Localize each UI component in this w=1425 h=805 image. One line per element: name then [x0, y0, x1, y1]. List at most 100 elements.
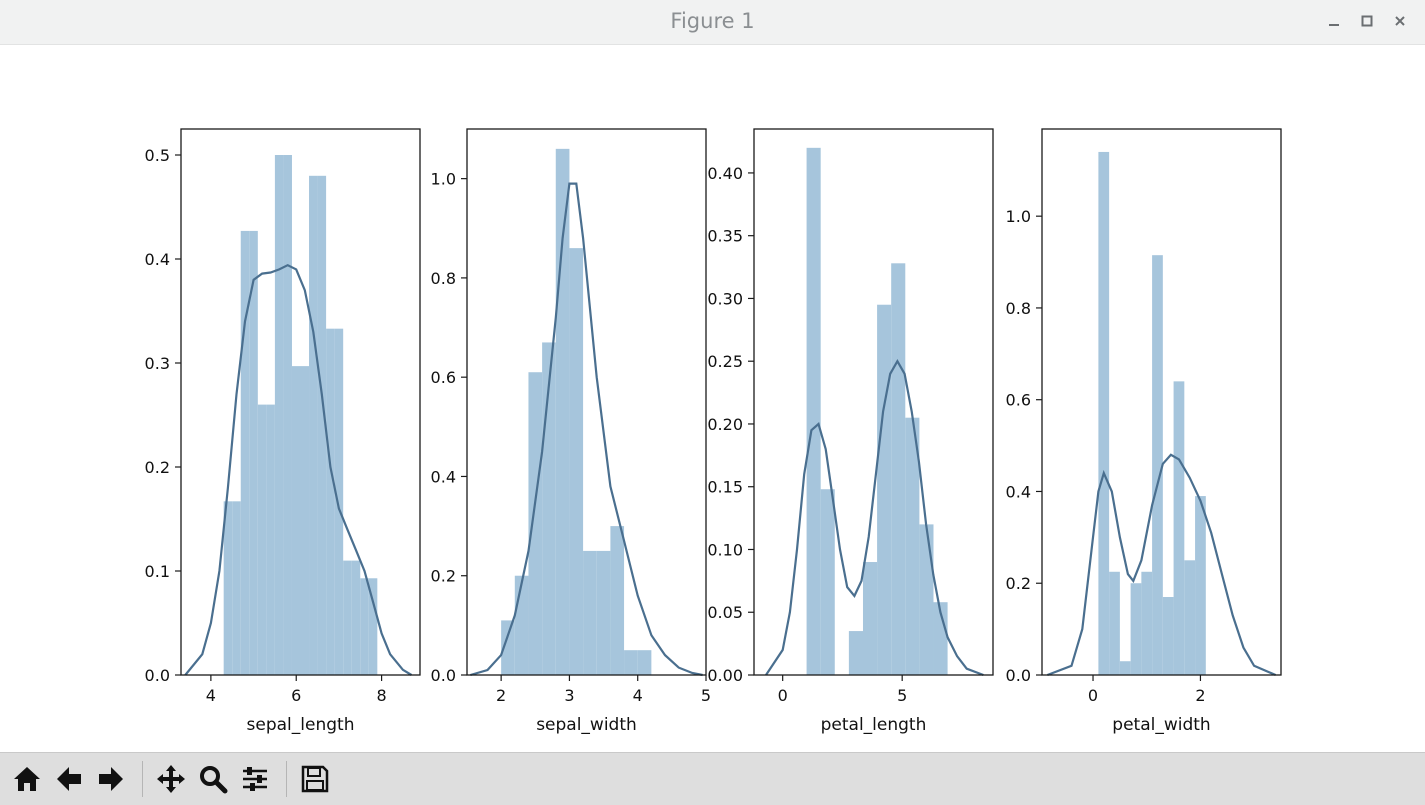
y-tick-label: 0.05	[707, 603, 743, 622]
y-tick-label: 0.40	[707, 164, 743, 183]
x-axis-label: petal_width	[1112, 715, 1210, 735]
y-tick-label: 0.15	[707, 478, 743, 497]
histogram-bar	[514, 575, 529, 675]
histogram-bar	[249, 230, 258, 676]
home-icon	[14, 767, 40, 791]
move-icon	[157, 765, 185, 793]
kde-line	[470, 182, 703, 677]
y-tick-label: 0.0	[145, 666, 170, 685]
y-tick-label: 0.00	[707, 666, 743, 685]
back-button[interactable]	[50, 760, 88, 798]
histogram-bar	[232, 501, 241, 675]
histogram-bar	[1141, 571, 1153, 675]
histogram-bar	[317, 175, 327, 676]
y-tick-label: 0.0	[1006, 666, 1031, 685]
window-title: Figure 1	[670, 9, 755, 33]
histogram-bar	[806, 147, 821, 675]
histogram-bar	[1119, 661, 1131, 675]
y-tick-label: 0.35	[707, 227, 743, 246]
close-button[interactable]	[1389, 10, 1411, 32]
toolbar-separator	[286, 761, 287, 797]
figure-canvas: 0.0 0.1 0.2 0.3 0.4 0.5 4 6 8 sepal_length 0.0 0.2 0…	[0, 45, 1425, 752]
x-tick-label: 6	[291, 686, 301, 705]
y-tick-label: 0.3	[145, 354, 170, 373]
x-tick-label: 2	[1195, 686, 1205, 705]
figure-svg: 0.00.10.20.30.40.54 6 8sepal_length0.00.20…	[145, 128, 1282, 735]
histogram-bar	[266, 404, 275, 675]
y-tick-label: 0.25	[707, 352, 743, 371]
histogram-bar	[596, 550, 611, 675]
histogram-bar	[1162, 597, 1174, 675]
forward-button[interactable]	[92, 760, 130, 798]
y-tick-label: 0.0	[431, 666, 456, 685]
close-icon	[1395, 16, 1405, 26]
y-tick-label: 0.8	[1006, 299, 1031, 318]
histogram-bar	[1152, 255, 1163, 676]
zoom-button[interactable]	[194, 760, 232, 798]
histogram-bar	[610, 526, 625, 675]
histogram-bar	[820, 489, 835, 675]
histogram-bar	[877, 304, 892, 675]
kde-line	[765, 358, 984, 677]
axes-frame	[753, 128, 994, 676]
y-tick-label: 0.4	[1006, 482, 1031, 501]
histogram-bar	[283, 155, 292, 675]
histogram-bar	[905, 417, 920, 675]
histogram-bar	[274, 155, 284, 675]
subplot-sepal-length: 0.0 0.1 0.2 0.3 0.4 0.5 4 6 8 sepal_length	[145, 128, 421, 735]
histogram-bar	[1098, 151, 1110, 676]
histogram-bar	[257, 404, 267, 675]
y-tick-label: 0.4	[145, 250, 170, 269]
x-tick-label: 4	[206, 686, 216, 705]
configure-subplots-button[interactable]	[236, 760, 274, 798]
y-tick-label: 0.1	[145, 562, 170, 581]
histogram-bar	[1109, 571, 1120, 675]
x-axis-label: petal_length	[821, 715, 927, 735]
histogram-bar	[1173, 381, 1185, 675]
histogram-bar	[351, 560, 361, 675]
subplot-petal-width: 0.0 0.2 0.4 0.6 0.8 1.0 0 2 petal_width	[1006, 128, 1282, 735]
histogram-bar	[368, 578, 378, 675]
y-tick-label: 0.30	[707, 289, 743, 308]
minimize-button[interactable]	[1323, 10, 1345, 32]
histogram-bar	[291, 366, 301, 675]
histogram-bar	[528, 372, 543, 675]
arrow-left-icon	[57, 767, 81, 791]
x-tick-label: 4	[633, 686, 643, 705]
minimize-icon	[1329, 24, 1339, 26]
x-tick-label: 3	[564, 686, 574, 705]
y-tick-label: 0.10	[707, 540, 743, 559]
home-button[interactable]	[8, 760, 46, 798]
histogram-bar	[569, 248, 584, 676]
maximize-button[interactable]	[1356, 10, 1378, 32]
histogram-bar	[309, 175, 318, 676]
navigation-toolbar	[0, 752, 1425, 805]
x-tick-label: 0	[778, 686, 788, 705]
save-button[interactable]	[296, 760, 334, 798]
y-tick-label: 1.0	[1006, 207, 1031, 226]
histogram-bar	[933, 602, 948, 675]
histogram-bar	[555, 148, 570, 675]
x-tick-label: 2	[496, 686, 506, 705]
x-tick-label: 0	[1088, 686, 1098, 705]
histogram-bar	[360, 578, 369, 675]
sliders-icon	[243, 767, 267, 791]
histogram-bar	[891, 263, 906, 675]
window-titlebar: Figure 1	[0, 0, 1425, 45]
magnifier-icon	[200, 766, 228, 794]
y-tick-label: 0.5	[145, 146, 170, 165]
subplot-petal-length: 0.00 0.05 0.10 0.15 0.20 0.25 0.30 0.35 0.40 0 5 pe…	[707, 128, 994, 735]
y-tick-label: 0.8	[431, 269, 456, 288]
axes-frame	[1041, 128, 1282, 676]
y-tick-label: 0.4	[431, 467, 456, 486]
toolbar-separator	[142, 761, 143, 797]
histogram-bar	[334, 328, 344, 675]
histogram-bar	[1184, 560, 1196, 675]
histogram-bar	[848, 631, 863, 675]
y-tick-label: 0.2	[145, 458, 170, 477]
pan-button[interactable]	[152, 760, 190, 798]
maximize-icon	[1361, 15, 1373, 27]
x-tick-label: 5	[701, 686, 711, 705]
x-axis-label: sepal_length	[247, 715, 355, 735]
histogram-bar	[624, 650, 638, 675]
